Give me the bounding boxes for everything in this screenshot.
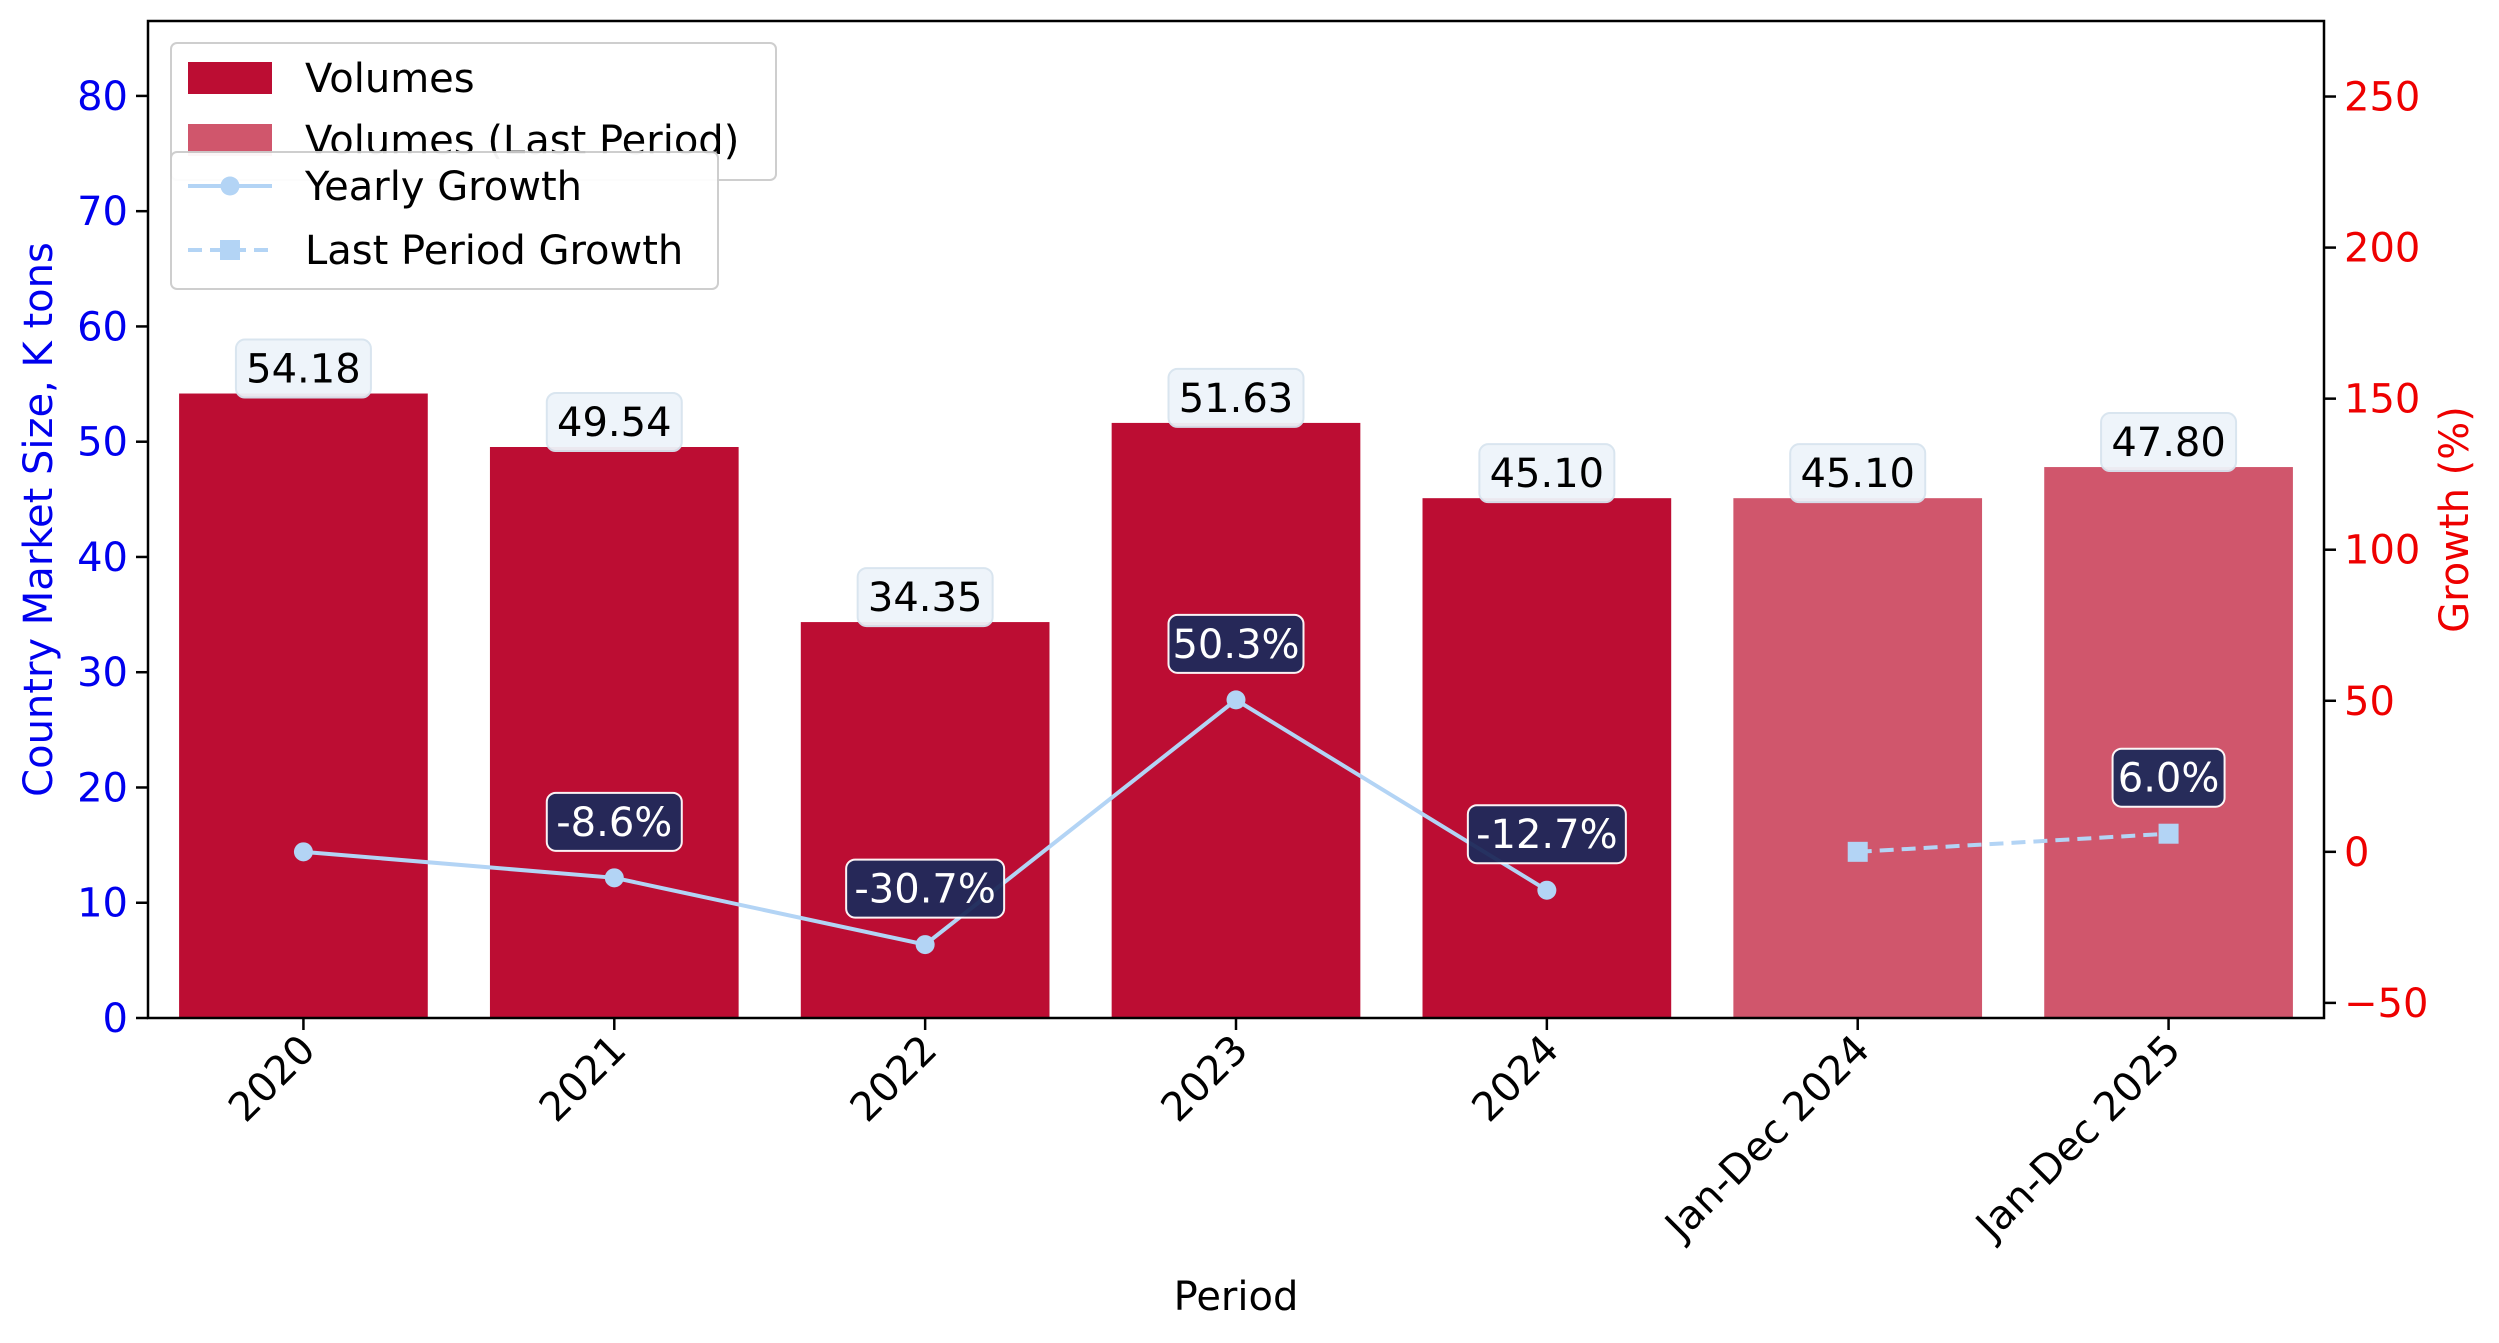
bar-value-label: 49.54 [557,400,672,446]
growth-label: -30.7% [854,867,996,913]
growth-label-box [1167,613,1305,674]
growth-label: 6.0% [2118,756,2220,802]
right-tick-label: 50 [2344,679,2395,725]
bar-2023 [1111,422,1361,1019]
growth-label: -8.6% [556,800,672,846]
bar-value-label-box [234,338,372,399]
left-tick-label: 50 [77,420,128,466]
left-tick-label: 80 [77,74,128,120]
left-tick-label: 30 [77,650,128,696]
right-axis-title: Growth (%) [2432,406,2478,633]
right-tick-label: 150 [2344,377,2420,423]
right-tick-label: 250 [2344,75,2420,121]
bar-value-label-box [856,567,994,628]
last-period-growth-line [1857,831,2169,854]
bar-value-label: 45.10 [1800,451,1915,497]
bar-value-label: 54.18 [246,347,361,393]
growth-label-box [545,791,683,852]
growth-point [915,935,935,955]
legend-marker [220,176,240,196]
bar-value-label: 45.10 [1490,451,1605,497]
growth-point [1537,880,1557,900]
bar-jan-dec-2025 [2044,467,2293,1018]
growth-label: 50.3% [1172,622,1299,668]
x-tick-label: 2022 [842,1027,947,1132]
legend-label: Volumes [305,56,475,102]
growth-label-box [1466,804,1627,865]
growth-point [1226,690,1246,710]
bar-jan-dec-2024 [1733,498,1983,1018]
bar-2021 [489,447,739,1019]
left-tick-label: 70 [77,189,128,235]
growth-point [604,868,624,888]
right-tick-label: 0 [2344,830,2369,876]
right-tick-label: 200 [2344,226,2420,272]
bar-value-label-box [1167,367,1305,428]
legend-swatch [188,62,272,94]
bar-2022 [800,622,1050,1018]
growth-label-box [2111,747,2226,808]
right-tick-label: −50 [2344,981,2428,1027]
growth-label: -12.7% [1476,812,1618,858]
left-tick-label: 60 [77,304,128,350]
bar-value-label: 51.63 [1179,376,1294,422]
growth-point [2158,823,2179,844]
x-tick-label: Jan-Dec 2025 [1965,1027,2189,1251]
left-tick-label: 20 [77,765,128,811]
bar-value-label-box [545,392,683,453]
bar-value-label: 34.35 [868,575,983,621]
left-tick-label: 10 [77,881,128,927]
left-axis-title: Country Market Size, K tons [16,242,62,797]
legend-label: Yearly Growth [304,164,582,210]
bar-2024 [1422,498,1672,1018]
x-tick-label: 2023 [1153,1027,1258,1132]
x-tick-label: 2024 [1463,1027,1568,1132]
left-tick-label: 0 [103,996,128,1042]
bar-value-label: 47.80 [2111,420,2226,466]
x-tick-label: 2021 [531,1027,636,1132]
left-tick-label: 40 [77,535,128,581]
growth-point [293,842,313,862]
legend-label: Last Period Growth [305,228,683,274]
x-tick-label: 2020 [220,1027,325,1132]
line-legend-box [170,151,719,290]
x-axis-title: Period [1174,1274,1299,1320]
bar-value-label-box [2100,412,2238,473]
growth-point [1847,841,1868,862]
right-tick-label: 100 [2344,528,2420,574]
bar-value-label-box [1789,443,1927,504]
x-tick-label: Jan-Dec 2024 [1655,1027,1879,1251]
legend-swatch [188,124,272,156]
growth-label-box [845,858,1006,919]
legend-marker [220,240,240,260]
bar-2020 [179,393,428,1018]
bar-value-label-box [1478,443,1616,504]
